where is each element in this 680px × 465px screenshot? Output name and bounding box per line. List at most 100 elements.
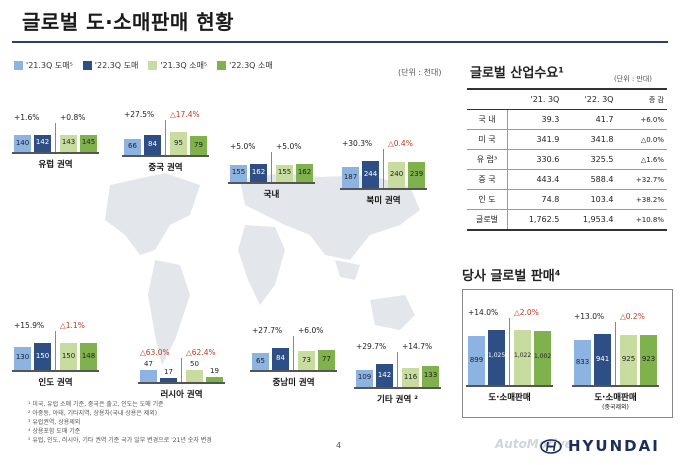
wholesale-change-label: +29.7% (356, 342, 387, 352)
chart-bar (34, 134, 51, 152)
chart-bar (468, 336, 485, 385)
bar-value-label: 162 (251, 168, 266, 177)
bar-value-label: 941 (595, 354, 610, 363)
retail-change-label: +0.8% (60, 112, 86, 122)
table-cell: 미 국 (467, 129, 508, 150)
page-title: 글로벌 도·소매판매 현황 (22, 10, 235, 34)
logo-text: HYUNDAI (568, 437, 660, 455)
demand-table: '21. 3Q '22. 3Q 증 감 국 내 39.3 41.7 +6.0% 미 국… (467, 88, 667, 231)
table-row: 국 내 39.3 41.7 +6.0% (467, 109, 667, 130)
retail-change-label: +6.0% (298, 326, 324, 336)
bar-value-label: 116 (403, 372, 418, 381)
table-cell: 유 럽³ (467, 149, 508, 170)
table-cell: 74.8 (507, 189, 563, 210)
legend-swatch (14, 61, 23, 70)
chart-bar (376, 364, 393, 387)
wholesale-change-label: +1.6% (14, 112, 40, 122)
legend-swatch (148, 61, 158, 70)
chart-bar (14, 135, 31, 152)
bar-value-label: 244 (363, 169, 378, 178)
footnote: ⁵ 유럽, 인도, 러시아, 기타 권역 기준 국가 일부 변경으로 '21년 … (28, 437, 212, 444)
bar-value-label: 84 (276, 354, 285, 363)
region-label: 도·소매판매 (488, 393, 531, 403)
demand-title: 글로벌 산업수요¹ (470, 66, 564, 81)
retail-change-label: △0.2% (620, 312, 645, 322)
bar-value-label: 77 (322, 354, 331, 363)
legend-item-retail-22: '22.3Q 소매 (217, 60, 273, 71)
table-row: 미 국 341.9 341.8 △0.0% (467, 129, 667, 150)
sales-title: 당사 글로벌 판매⁴ (462, 269, 561, 284)
retail-change-label: +5.0% (276, 142, 302, 152)
bar-value-label: 150 (61, 351, 76, 360)
region-label: 도·소매판매 (594, 393, 637, 403)
chart-bar (252, 353, 269, 370)
chart-bar (342, 167, 359, 188)
wholesale-change-label: +13.0% (574, 312, 605, 322)
chart-bar (190, 136, 207, 155)
legend-label: '22.3Q 도매 (94, 61, 139, 70)
bar-value-label: 187 (343, 172, 358, 181)
legend-label: '21.3Q 소매⁵ (160, 61, 208, 70)
chart-bar (362, 161, 379, 188)
chart-bar (276, 164, 293, 182)
sales-panel (462, 289, 673, 418)
chart-bar (140, 370, 157, 382)
region-label: 러시아 권역 (160, 390, 203, 400)
hyundai-emblem-icon (540, 438, 562, 454)
table-cell: +38.2% (616, 189, 667, 210)
chart-bar (594, 334, 611, 385)
bar-value-label: 150 (35, 351, 50, 360)
legend-label: '21.3Q 도매⁵ (26, 61, 73, 70)
chart-bar (80, 343, 97, 370)
table-cell: 41.7 (562, 109, 617, 130)
bar-value-label: 1,002 (534, 352, 552, 360)
footnote: ¹ 미국, 유럽 소매 기준, 중국은 출고, 인도는 도매 기준 (28, 401, 164, 408)
bar-value-label: 240 (389, 169, 404, 178)
table-row: 유 럽³ 330.6 325.5 △1.6% (467, 149, 667, 170)
region-label: 북미 권역 (366, 196, 401, 206)
chart-bar (574, 340, 591, 385)
table-cell: 글로벌 (467, 209, 508, 231)
chart-bar (34, 343, 51, 370)
table-cell: 325.5 (562, 149, 617, 170)
bar-value-label: 925 (621, 355, 636, 364)
legend-swatch (217, 61, 227, 70)
table-cell: 341.9 (507, 129, 563, 150)
bar-value-label: 162 (297, 168, 312, 177)
chart-baseline (122, 155, 209, 157)
chart-bar (60, 343, 77, 370)
legend-label: '22.3Q 소매 (229, 61, 273, 70)
chart-baseline (228, 182, 315, 184)
chart-divider (509, 317, 510, 385)
bar-value-label: 19 (210, 367, 219, 376)
table-cell: 인 도 (467, 189, 508, 210)
bar-value-label: 143 (61, 138, 76, 147)
hyundai-logo: HYUNDAI (540, 437, 660, 455)
chart-bar (388, 161, 405, 188)
table-cell: 588.4 (562, 169, 617, 190)
chart-bar (14, 346, 31, 370)
table-header (467, 88, 508, 110)
unit-label: (단위 : 천대) (398, 68, 442, 77)
table-header: '22. 3Q (562, 88, 617, 110)
chart-divider (55, 122, 56, 152)
table-cell: 1,762.5 (507, 209, 563, 231)
bar-value-label: 50 (190, 359, 199, 368)
table-cell: 39.3 (507, 109, 563, 130)
table-header: '21. 3Q (507, 88, 563, 110)
table-cell: 국 내 (467, 109, 508, 130)
bar-value-label: 239 (409, 169, 424, 178)
chart-bar (298, 351, 315, 370)
chart-bar (402, 368, 419, 387)
chart-bar (318, 349, 335, 370)
bar-value-label: 73 (302, 355, 311, 364)
chart-bar (408, 161, 425, 188)
retail-change-label: △1.1% (60, 321, 85, 330)
wholesale-change-label: △63.0% (140, 347, 170, 357)
chart-baseline (572, 385, 659, 387)
table-cell: 330.6 (507, 149, 563, 170)
table-row: 인 도 74.8 103.4 +38.2% (467, 189, 667, 210)
world-map-icon (105, 173, 420, 365)
retail-change-label: +14.7% (402, 342, 433, 352)
table-cell: △1.6% (616, 149, 667, 170)
